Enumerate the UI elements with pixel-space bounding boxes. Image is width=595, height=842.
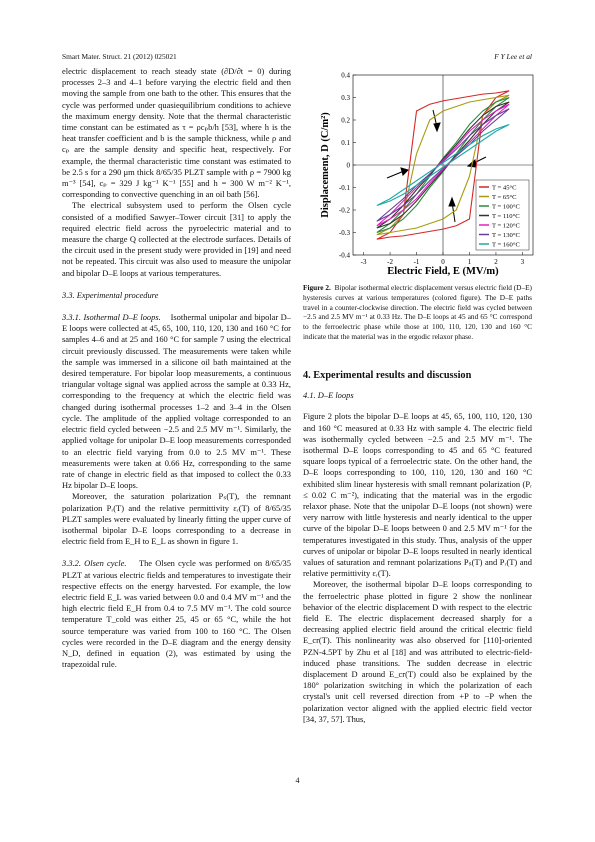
series-line [376, 90, 510, 240]
series-line [376, 101, 510, 229]
y-tick-label: -0.2 [339, 207, 351, 215]
x-tick-label: -2 [387, 258, 393, 266]
left-column: electric displacement to reach steady st… [62, 66, 291, 670]
x-tick-label: 1 [468, 258, 472, 266]
legend-label: T = 65°C [492, 194, 517, 201]
page-number: 4 [295, 776, 300, 785]
subsection-heading: 4.1. D–E loops [303, 390, 354, 401]
arrow-head [433, 122, 441, 133]
legend-label: T = 160°C [492, 242, 520, 249]
paragraph: 3.3.2. Olsen cycle. The Olsen cycle was … [62, 558, 291, 670]
section-heading: 3.3. Experimental procedure [62, 289, 159, 300]
paragraph: electric displacement to reach steady st… [62, 66, 291, 200]
y-tick-label: 0.4 [341, 72, 350, 80]
legend-label: T = 110°C [492, 213, 520, 220]
y-axis-title: Displacement, D (C/m²) [320, 112, 331, 218]
legend-label: T = 45°C [492, 185, 517, 192]
paragraph: The electrical subsystem used to perform… [62, 200, 291, 278]
y-tick-label: -0.1 [339, 184, 351, 192]
x-tick-label: -3 [361, 258, 367, 266]
series-line [376, 94, 510, 236]
arrow [386, 170, 405, 179]
caption-text: Bipolar isothermal electric displacement… [303, 283, 532, 341]
paragraph: Moreover, the saturation polarization Pₛ… [62, 491, 291, 547]
x-tick-label: -1 [414, 258, 420, 266]
x-tick-label: 3 [521, 258, 525, 266]
running-author: F Y Lee et al [494, 52, 532, 61]
subsection-heading: 3.3.2. Olsen cycle. [62, 558, 127, 569]
series-line [376, 103, 510, 227]
arrow-head [448, 196, 456, 207]
series-line [376, 123, 510, 207]
y-tick-label: -0.4 [339, 252, 351, 260]
caption-label: Figure 2. [303, 283, 331, 292]
subsection-heading: 3.3.1. Isothermal D–E loops. [62, 312, 161, 323]
paragraph-text: Isothermal unipolar and bipolar D–E loop… [62, 312, 291, 491]
paragraph: 3.3.1. Isothermal D–E loops. Isothermal … [62, 312, 291, 491]
series-line [376, 108, 510, 222]
paragraph: Moreover, the isothermal bipolar D–E loo… [303, 579, 532, 724]
running-header: Smart Mater. Struct. 21 (2012) 025021 [62, 52, 177, 61]
y-tick-label: -0.3 [339, 229, 351, 237]
section-heading: 4. Experimental results and discussion [303, 370, 472, 381]
paragraph-text: The Olsen cycle was performed on 8/65/35… [62, 558, 291, 670]
x-axis-title: Electric Field, E (MV/m) [387, 266, 499, 277]
y-tick-label: 0 [347, 162, 351, 170]
legend-label: T = 100°C [492, 204, 520, 211]
x-tick-label: 0 [441, 258, 445, 266]
y-tick-label: 0.3 [341, 94, 350, 102]
arrow-head [400, 167, 409, 176]
series-line [376, 96, 510, 234]
right-column: 4. Experimental results and discussion 4… [303, 370, 532, 725]
y-tick-label: 0.2 [341, 117, 350, 125]
legend-label: T = 120°C [492, 223, 520, 230]
paragraph: Figure 2 plots the bipolar D–E loops at … [303, 411, 532, 579]
legend-label: T = 130°C [492, 232, 520, 239]
y-tick-label: 0.1 [341, 139, 350, 147]
x-tick-label: 2 [494, 258, 498, 266]
figure-caption: Figure 2. Bipolar isothermal electric di… [303, 283, 532, 342]
